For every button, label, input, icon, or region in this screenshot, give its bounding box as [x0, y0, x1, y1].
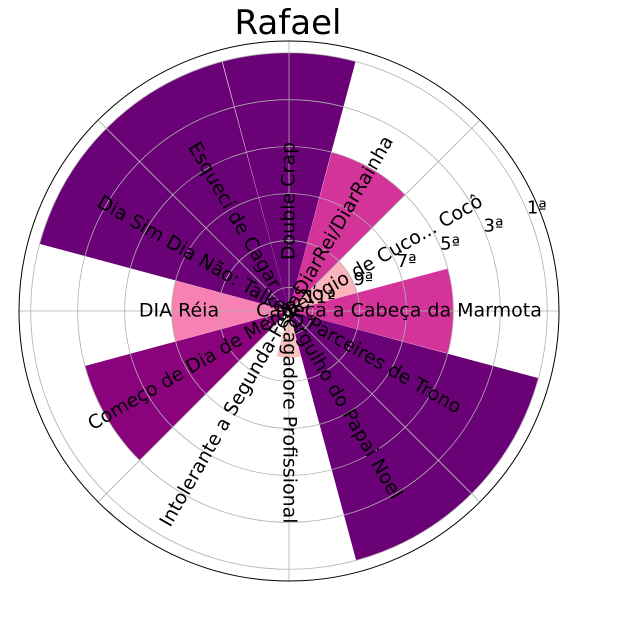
radial-ticks-layer: 1ª 3ª 5ª 7ª 9ª 11ª — [304, 197, 547, 308]
grid-spoke — [97, 310, 290, 503]
grid-spoke — [97, 119, 290, 312]
radial-tick-label: 3ª — [484, 215, 504, 236]
radial-tick-label: 5ª — [440, 233, 460, 254]
bar-label: Double Crap — [278, 142, 300, 260]
bar-wedge — [289, 311, 539, 494]
bar-label: Cagadore Profissional — [279, 318, 301, 523]
bar-wedge — [289, 311, 472, 561]
grid-spoke — [288, 119, 481, 312]
radial-tick-label: 1ª — [527, 197, 547, 218]
grid-spoke — [288, 310, 481, 503]
bar-wedge — [39, 128, 289, 311]
grid-layer — [18, 40, 560, 582]
chart-title: Rafael — [235, 3, 342, 43]
radial-tick-label: 11ª — [304, 287, 335, 308]
bar-wedge — [289, 152, 406, 311]
bar-label: Cabeça a Cabeça da Marmota — [256, 300, 542, 322]
bar-wedge — [84, 311, 289, 461]
bar-wedge — [289, 261, 358, 311]
radial-tick-label: 7ª — [397, 251, 417, 272]
radial-tick-label: 9ª — [353, 269, 373, 290]
bar-label: DIA Réia — [139, 300, 219, 322]
bar-wedge — [106, 61, 290, 311]
polar-frame — [18, 40, 560, 582]
